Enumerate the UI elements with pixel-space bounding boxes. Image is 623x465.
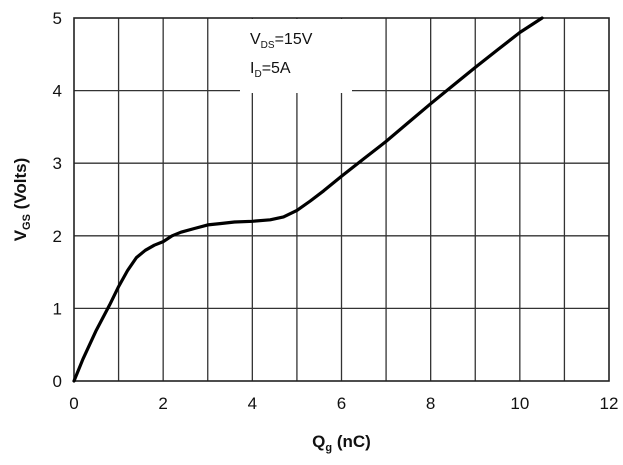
y-tick-label: 4 [53, 82, 62, 101]
annotation-line: ID=5A [250, 60, 291, 80]
annotation-sub: DS [261, 40, 275, 51]
y-axis-title-sub: GS [21, 214, 33, 230]
annotation-rest: =5A [262, 60, 291, 77]
plot-frame [73, 17, 610, 382]
x-tick-label: 6 [337, 394, 346, 413]
x-tick-label: 8 [426, 394, 435, 413]
x-axis-title-main: Q [312, 432, 325, 451]
x-axis-title: Qg (nC) [312, 432, 371, 454]
x-axis-title-sub: g [325, 442, 332, 454]
series-line-vgs [72, 16, 544, 383]
annotation-main: V [250, 31, 261, 48]
y-tick-label: 5 [53, 9, 62, 28]
y-axis-title: VGS (Volts) [11, 158, 33, 242]
annotation-sub: D [254, 69, 261, 80]
x-axis-title-rest: (nC) [332, 432, 371, 451]
y-axis-title-main: V [11, 229, 30, 241]
y-axis-title-rest: (Volts) [11, 158, 30, 214]
annotation-line: VDS=15V [250, 31, 313, 51]
y-tick-label: 2 [53, 227, 62, 246]
x-tick-label: 4 [248, 394, 257, 413]
y-tick-label: 3 [53, 154, 62, 173]
y-tick-label: 1 [53, 299, 62, 318]
annotation-main: I [250, 60, 254, 77]
x-tick-label: 0 [69, 394, 78, 413]
y-tick-label: 0 [53, 372, 62, 391]
annotation-backdrop [240, 19, 352, 93]
x-tick-label: 2 [158, 394, 167, 413]
annotation-rest: =15V [275, 31, 313, 48]
x-tick-label: 12 [600, 394, 619, 413]
annotation-box: VDS=15V ID=5A [240, 19, 352, 93]
x-tick-label: 10 [510, 394, 529, 413]
